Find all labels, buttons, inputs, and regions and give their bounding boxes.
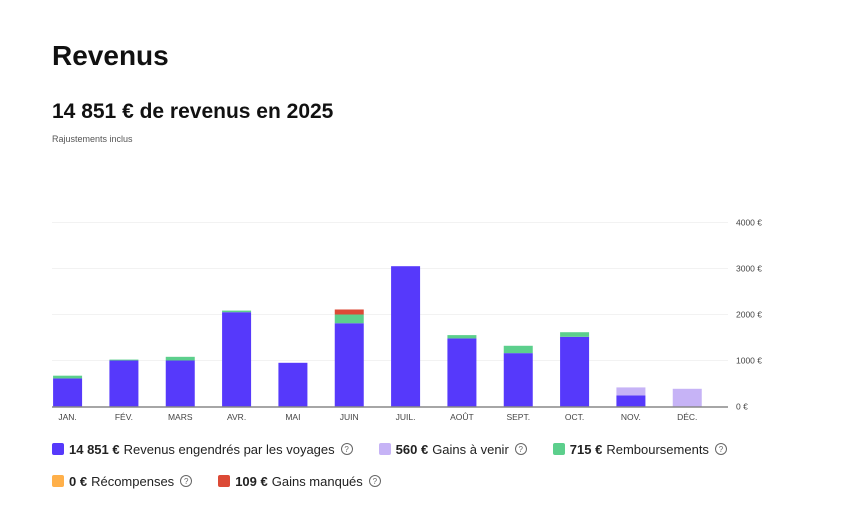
bar-trips [278, 362, 308, 407]
x-tick-label: NOV. [621, 412, 641, 422]
bar-refunds [109, 359, 139, 361]
help-icon[interactable]: ? [180, 475, 193, 487]
y-tick-label: 2000 € [736, 310, 762, 320]
legend-swatch [52, 443, 64, 455]
x-tick-label: MARS [168, 412, 193, 422]
legend-label: Gains à venir [432, 441, 509, 457]
x-tick-label: JUIL. [396, 412, 416, 422]
help-icon[interactable]: ? [514, 443, 527, 455]
legend-label: Gains manqués [271, 473, 363, 489]
legend-value: 109 € [235, 473, 268, 489]
legend-row: 14 851 € Revenus engendrés par les voyage… [52, 440, 812, 458]
bar-missed [334, 309, 364, 315]
legend-swatch [52, 475, 64, 487]
bar-upcoming [672, 388, 702, 407]
legend-value: 715 € [569, 441, 603, 457]
x-tick-label: JAN. [58, 412, 76, 422]
bar-trips [616, 395, 646, 407]
bar-refunds [334, 314, 364, 324]
bar-refunds [53, 375, 83, 379]
bar-refunds [222, 310, 252, 313]
legend-swatch [552, 443, 565, 455]
legend-value: 560 € [395, 441, 429, 457]
bar-trips [334, 323, 364, 407]
legend-swatch [218, 475, 231, 487]
x-tick-label: SEPT. [506, 412, 530, 422]
bar-refunds [503, 345, 533, 354]
x-tick-label: MAI [285, 412, 300, 422]
y-tick-label: 4000 € [736, 218, 762, 228]
page-title: Revenus [52, 40, 169, 71]
bar-trips [447, 338, 477, 407]
legend-value: 0 € [69, 473, 88, 489]
bar-refunds [165, 356, 195, 361]
legend-label: Remboursements [606, 441, 709, 457]
legend-item-trips: 14 851 € Revenus engendrés par les voyage… [52, 442, 353, 457]
bar-trips [560, 336, 590, 407]
bar-trips [503, 353, 533, 407]
bar-refunds [447, 335, 477, 339]
x-tick-label: OCT. [565, 412, 584, 422]
bar-trips [53, 378, 83, 407]
bar-refunds [560, 332, 590, 337]
x-tick-label: AOÛT [450, 412, 474, 422]
bar-trips [222, 312, 252, 407]
legend-item-rewards: 0 € Récompenses? [52, 473, 193, 489]
revenue-summary: 14 851 € de revenus en 2025 [52, 100, 334, 123]
bar-trips [391, 266, 421, 407]
adjustments-note: Rajustements inclus [52, 134, 133, 144]
legend-label: Revenus engendrés par les voyages [123, 441, 335, 457]
legend-item-upcoming: 560 € Gains à venir? [378, 441, 527, 457]
legend-item-missed: 109 € Gains manqués? [218, 474, 381, 489]
chart-legend: 14 851 € Revenus engendrés par les voyage… [52, 440, 812, 504]
x-tick-label: FÉV. [115, 412, 133, 422]
x-tick-label: AVR. [227, 412, 246, 422]
legend-label: Récompenses [91, 473, 175, 489]
help-icon[interactable]: ? [368, 475, 381, 487]
bar-trips [109, 360, 139, 407]
bar-upcoming [616, 387, 646, 396]
help-icon[interactable]: ? [714, 443, 727, 455]
legend-row: 0 € Récompenses? 109 € Gains manqués? [52, 472, 812, 490]
legend-swatch [378, 443, 391, 455]
bar-trips [165, 360, 195, 407]
x-tick-label: DÉC. [677, 412, 697, 422]
y-tick-label: 3000 € [736, 264, 762, 274]
y-tick-label: 0 € [736, 402, 748, 412]
legend-value: 14 851 € [69, 441, 120, 457]
y-tick-label: 1000 € [736, 356, 762, 366]
help-icon[interactable]: ? [340, 443, 353, 455]
legend-item-refunds: 715 € Remboursements? [552, 441, 727, 457]
x-tick-label: JUIN [340, 412, 359, 422]
